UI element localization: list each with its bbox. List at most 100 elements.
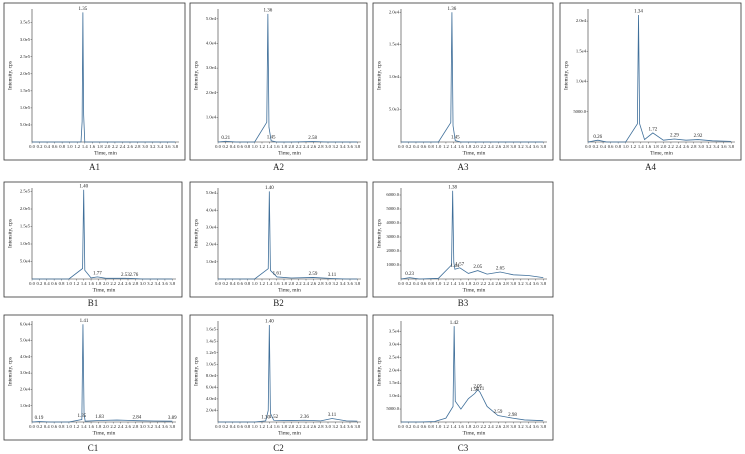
x-tick-label: 2.2 xyxy=(110,281,116,286)
panel-caption: C2 xyxy=(273,443,284,453)
panel-caption: B1 xyxy=(88,298,99,308)
x-tick-label: 3.4 xyxy=(155,281,161,286)
x-tick-label: 1.6 xyxy=(88,281,94,286)
x-axis-label: Time, min xyxy=(463,287,486,293)
y-tick-label: 5.0e4 xyxy=(206,16,217,21)
x-tick-label: 3.8 xyxy=(540,424,546,429)
x-tick-label: 2.0 xyxy=(288,281,294,286)
y-tick-label: 1.4e5 xyxy=(206,338,217,343)
peak-label: 1.72 xyxy=(648,128,657,133)
x-tick-label: 2.4 xyxy=(303,281,309,286)
x-tick-label: 1.2 xyxy=(443,281,449,286)
y-tick-label: 2.0e4 xyxy=(206,242,217,247)
y-tick-label: 6.0e4 xyxy=(20,321,31,326)
x-tick-label: 3.2 xyxy=(332,281,338,286)
y-tick-label: 3.0e4 xyxy=(206,65,217,70)
y-tick-label: 2.0e5 xyxy=(20,71,31,76)
peak-label: 1.77 xyxy=(93,272,102,277)
chromatogram-line xyxy=(217,13,358,143)
panel: 0.0 0.2 0.4 0.6 0.8 1.0 1.2 1.4 1.6 1.8 2.0 2.2 2.4 2… xyxy=(559,2,742,172)
x-tick-label: 3.2 xyxy=(150,144,156,149)
y-tick-label: 1.6e5 xyxy=(206,327,217,332)
x-tick-label: 2.8 xyxy=(691,144,697,149)
y-tick-label: 1.0e5 xyxy=(20,105,31,110)
y-tick-label: 1.0e4 xyxy=(389,74,400,79)
y-tick-label: 1.0e4 xyxy=(206,114,217,119)
x-tick-label: 2.8 xyxy=(503,424,509,429)
y-tick-label: 4000.0 xyxy=(386,220,399,225)
x-tick-label: 3.6 xyxy=(533,281,539,286)
x-tick-label: 2.6 xyxy=(125,281,131,286)
x-tick-label: 3.0 xyxy=(142,144,148,149)
x-tick-label: 1.8 xyxy=(281,281,287,286)
x-tick-label: 0.0 xyxy=(398,281,404,286)
x-axis-label: Time, min xyxy=(278,287,301,293)
x-tick-label: 1.2 xyxy=(259,424,265,429)
y-tick-label: 1.0e4 xyxy=(576,79,587,84)
x-tick-label: 3.4 xyxy=(525,144,531,149)
panel: 0.0 0.2 0.4 0.6 0.8 1.0 1.2 1.4 1.6 1.8 2.0 2.2 2.4 2… xyxy=(3,181,183,308)
x-tick-label: 3.2 xyxy=(518,281,524,286)
x-tick-label: 0.6 xyxy=(237,144,243,149)
y-tick-label: 5000.0 xyxy=(386,206,399,211)
x-tick-label: 1.4 xyxy=(638,144,644,149)
x-tick-label: 2.2 xyxy=(480,281,486,286)
x-tick-label: 1.8 xyxy=(96,281,102,286)
x-tick-label: 3.0 xyxy=(510,144,516,149)
x-tick-label: 2.4 xyxy=(676,144,682,149)
x-tick-label: 0.8 xyxy=(244,424,250,429)
x-tick-label: 1.0 xyxy=(67,144,73,149)
x-tick-label: 2.2 xyxy=(668,144,674,149)
x-tick-label: 1.2 xyxy=(259,281,265,286)
peak-label: 2.84 xyxy=(132,415,141,420)
x-tick-label: 3.2 xyxy=(147,424,153,429)
x-tick-label: 2.6 xyxy=(310,281,316,286)
x-tick-label: 0.8 xyxy=(428,144,434,149)
x-tick-label: 1.6 xyxy=(88,424,94,429)
chromatogram-line xyxy=(32,189,173,280)
y-tick-label: 1.0e4 xyxy=(389,393,400,398)
chromatogram-line xyxy=(587,15,732,143)
x-tick-label: 1.8 xyxy=(466,424,472,429)
peak-label: 1.42 xyxy=(450,321,459,326)
x-tick-label: 3.0 xyxy=(325,144,331,149)
y-tick-label: 3.0e4 xyxy=(20,370,31,375)
x-tick-label: 3.6 xyxy=(347,424,353,429)
y-tick-label: 1.0e4 xyxy=(206,259,217,264)
x-axis-label: Time, min xyxy=(93,287,116,293)
x-tick-label: 1.0 xyxy=(252,281,258,286)
x-tick-label: 2.2 xyxy=(112,144,118,149)
x-tick-label: 3.6 xyxy=(162,281,168,286)
x-tick-label: 2.4 xyxy=(488,281,494,286)
y-axis-label: Intensity, cps xyxy=(193,357,199,386)
y-tick-label: 5000.0 xyxy=(573,109,586,114)
x-tick-label: 1.2 xyxy=(443,144,449,149)
x-tick-label: 1.6 xyxy=(458,144,464,149)
peak-label: 1.35 xyxy=(79,7,88,12)
y-tick-label: 2.0e4 xyxy=(206,408,217,413)
panel-frame xyxy=(372,2,554,161)
panel: 0.0 0.2 0.4 0.6 0.8 1.0 1.2 1.4 1.6 1.8 2.0 2.2 2.4 2… xyxy=(3,314,183,453)
y-tick-label: 2.0e5 xyxy=(20,206,31,211)
x-tick-label: 1.0 xyxy=(252,424,258,429)
x-tick-label: 1.6 xyxy=(458,424,464,429)
peak-label: 2.05 xyxy=(473,384,482,389)
y-tick-label: 1.0e4 xyxy=(20,403,31,408)
peak-label: 0.23 xyxy=(405,272,414,277)
y-tick-label: 1.5e5 xyxy=(20,88,31,93)
y-tick-label: 2.0e4 xyxy=(389,9,400,14)
x-tick-label: 1.2 xyxy=(73,424,79,429)
peak-label: 3.11 xyxy=(328,413,337,418)
panel-caption: A4 xyxy=(645,162,656,172)
x-tick-label: 0.6 xyxy=(421,144,427,149)
x-tick-label: 3.0 xyxy=(140,281,146,286)
x-tick-label: 0.0 xyxy=(29,281,35,286)
y-tick-label: 2.5e5 xyxy=(20,54,31,59)
x-tick-label: 2.8 xyxy=(318,281,324,286)
x-tick-label: 2.8 xyxy=(503,281,509,286)
x-tick-label: 0.4 xyxy=(44,281,50,286)
x-tick-label: 1.4 xyxy=(266,281,272,286)
y-axis-label: Intensity, cps xyxy=(7,219,13,248)
x-tick-label: 3.6 xyxy=(533,144,539,149)
x-tick-label: 0.2 xyxy=(37,424,43,429)
